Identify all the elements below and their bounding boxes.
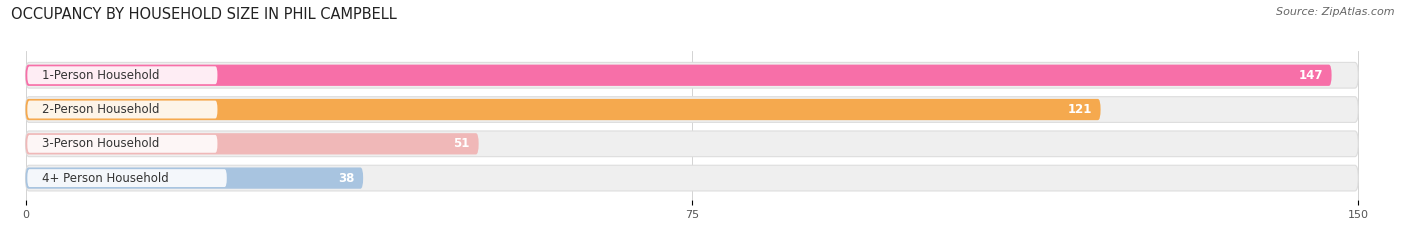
Text: OCCUPANCY BY HOUSEHOLD SIZE IN PHIL CAMPBELL: OCCUPANCY BY HOUSEHOLD SIZE IN PHIL CAMP… xyxy=(11,7,396,22)
FancyBboxPatch shape xyxy=(25,62,1358,88)
Text: 2-Person Household: 2-Person Household xyxy=(42,103,159,116)
FancyBboxPatch shape xyxy=(25,65,1331,86)
Text: 3-Person Household: 3-Person Household xyxy=(42,137,159,150)
FancyBboxPatch shape xyxy=(27,101,218,118)
Text: 51: 51 xyxy=(453,137,470,150)
FancyBboxPatch shape xyxy=(27,169,226,187)
FancyBboxPatch shape xyxy=(27,66,218,84)
Text: 38: 38 xyxy=(337,171,354,185)
FancyBboxPatch shape xyxy=(25,97,1358,122)
Text: 1-Person Household: 1-Person Household xyxy=(42,69,159,82)
Text: 121: 121 xyxy=(1067,103,1091,116)
FancyBboxPatch shape xyxy=(25,165,1358,191)
FancyBboxPatch shape xyxy=(25,133,478,154)
FancyBboxPatch shape xyxy=(25,168,363,189)
Text: Source: ZipAtlas.com: Source: ZipAtlas.com xyxy=(1277,7,1395,17)
FancyBboxPatch shape xyxy=(25,99,1101,120)
FancyBboxPatch shape xyxy=(25,131,1358,157)
FancyBboxPatch shape xyxy=(27,135,218,153)
Text: 147: 147 xyxy=(1298,69,1323,82)
Text: 4+ Person Household: 4+ Person Household xyxy=(42,171,169,185)
